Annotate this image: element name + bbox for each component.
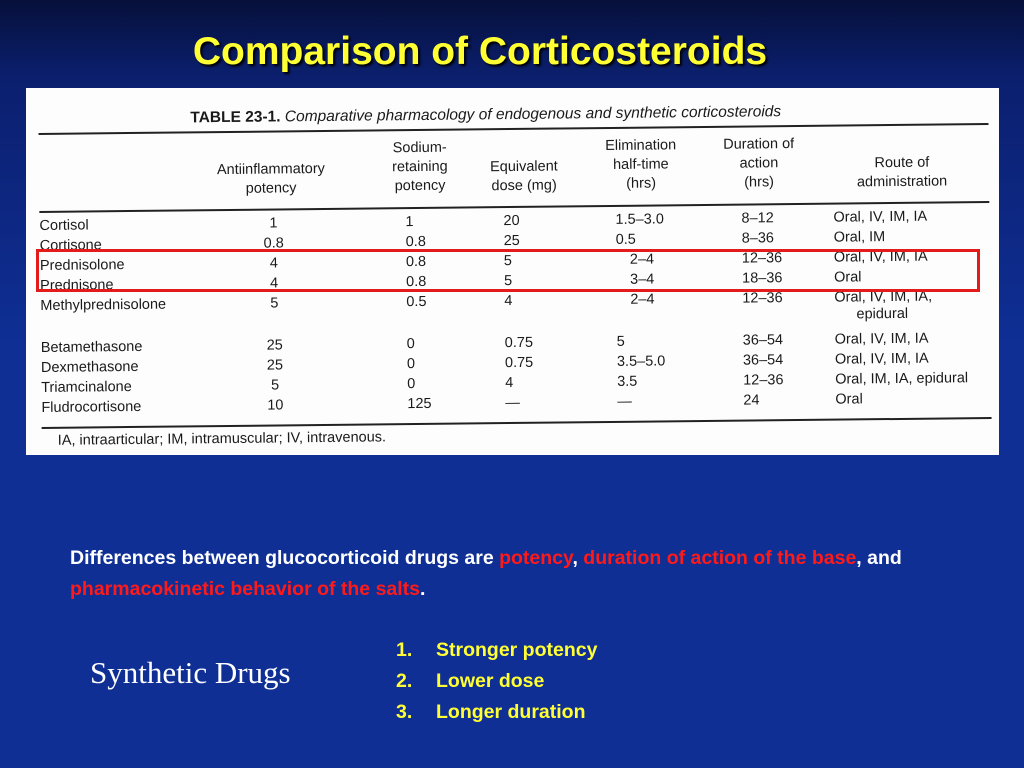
cell-antiinflammatory: 10 [267,397,284,414]
table-footnote: IA, intraarticular; IM, intramuscular; I… [57,429,387,449]
explanation-text: Differences between glucocorticoid drugs… [70,543,980,605]
cell-duration: 12–36 [743,372,784,389]
table-caption: Comparative pharmacology of endogenous a… [284,103,782,126]
list-item: 3. Longer duration [396,697,597,728]
cell-sodium: 0.8 [405,233,426,251]
cell-half-time: 5 [616,333,625,350]
list-item: 1. Stronger potency [396,635,597,666]
cell-dose: — [505,394,520,412]
cell-route: Oral, IM [833,229,886,246]
header-elimination-half-time: Elimination half-time (hrs) [605,137,677,192]
header-antiinflammatory: Antiinflammatory potency [216,160,325,197]
cell-half-time: 1.5–3.0 [615,211,664,228]
cell-dose: 0.75 [504,334,534,352]
cell-half-time: 2–4 [630,291,655,308]
cell-sodium: 0 [407,376,416,393]
cell-duration: 24 [743,392,760,409]
cell-sodium: 0 [406,356,416,373]
cell-route: Oral, IM, IA, epidural [835,370,969,388]
cell-dose: 4 [505,374,514,392]
cell-dose: 20 [503,212,520,230]
cell-antiinflammatory: 5 [271,377,280,394]
separator: , [572,547,584,569]
table-bottom-rule [41,416,992,429]
cell-route: Oral, IV, IM, IA [834,330,929,348]
cell-duration: 36–54 [742,332,784,349]
cell-drug: Methylprednisolone [40,296,167,314]
cell-dose: 25 [503,232,520,250]
cell-half-time: 3.5–5.0 [616,353,666,370]
prednisolone-prednisone-highlight [36,249,980,292]
cell-route: Oral, IV, IM, IA [833,208,928,226]
list-number: 2. [396,670,413,692]
table-title: TABLE 23-1. Comparative pharmacology of … [190,103,781,127]
cell-drug: Fludrocortisone [41,398,142,416]
slide-title: Comparison of Corticosteroids [192,30,768,73]
cell-half-time: 0.5 [615,231,636,248]
cell-duration: 8–12 [741,210,774,227]
list-text: Stronger potency [436,639,598,661]
cell-dose: 0.75 [504,354,534,372]
cell-antiinflammatory: 1 [269,215,278,232]
header-route: Route of administration [856,154,948,191]
term-potency: potency [499,547,573,569]
cell-dose: 4 [504,293,513,310]
list-text: Longer duration [436,701,586,723]
term-duration: duration of action of the base [583,547,857,569]
header-sodium-retaining: Sodium- retaining potency [392,139,448,195]
cell-half-time: — [617,393,632,410]
cell-drug: Cortisol [39,217,89,234]
cell-sodium: 125 [407,395,432,413]
synthetic-drugs-label: Synthetic Drugs [90,655,291,690]
table-label: TABLE 23-1. [190,108,281,127]
synthetic-drug-advantages-list: 1. Stronger potency 2. Lower dose 3. Longer… [396,635,597,728]
cell-route: Oral [835,391,863,408]
header-duration: Duration of action (hrs) [723,136,795,191]
term-pharmacokinetic: pharmacokinetic behavior of the salts [70,578,421,600]
separator: , and [856,547,902,569]
cell-antiinflammatory: 25 [266,337,283,354]
cell-sodium: 0.5 [406,293,427,311]
cell-antiinflammatory: 25 [266,357,284,374]
cell-drug: Dexmethasone [40,358,139,376]
cell-sodium: 1 [405,214,414,231]
list-number: 3. [396,701,413,723]
explanation-end: . [420,578,426,600]
table-top-rule [38,123,989,135]
explanation-intro: Differences between glucocorticoid drugs… [70,547,500,569]
cell-half-time: 3.5 [617,373,638,390]
cell-route: Oral, IV, IM, IA [834,350,929,368]
cell-duration: 36–54 [742,352,784,369]
cell-sodium: 0 [406,336,415,353]
cell-antiinflammatory: 5 [270,295,279,312]
header-equivalent-dose: Equivalent dose (mg) [489,158,558,195]
cell-route-continuation: epidural [856,305,909,323]
list-text: Lower dose [436,670,545,692]
cell-duration: 12–36 [742,290,783,307]
list-number: 1. [396,639,413,661]
cell-drug: Betamethasone [40,338,143,356]
list-item: 2. Lower dose [396,666,597,697]
cell-drug: Triamcinalone [41,378,132,396]
cell-duration: 8–36 [741,230,775,247]
table-image: TABLE 23-1. Comparative pharmacology of … [26,88,999,455]
